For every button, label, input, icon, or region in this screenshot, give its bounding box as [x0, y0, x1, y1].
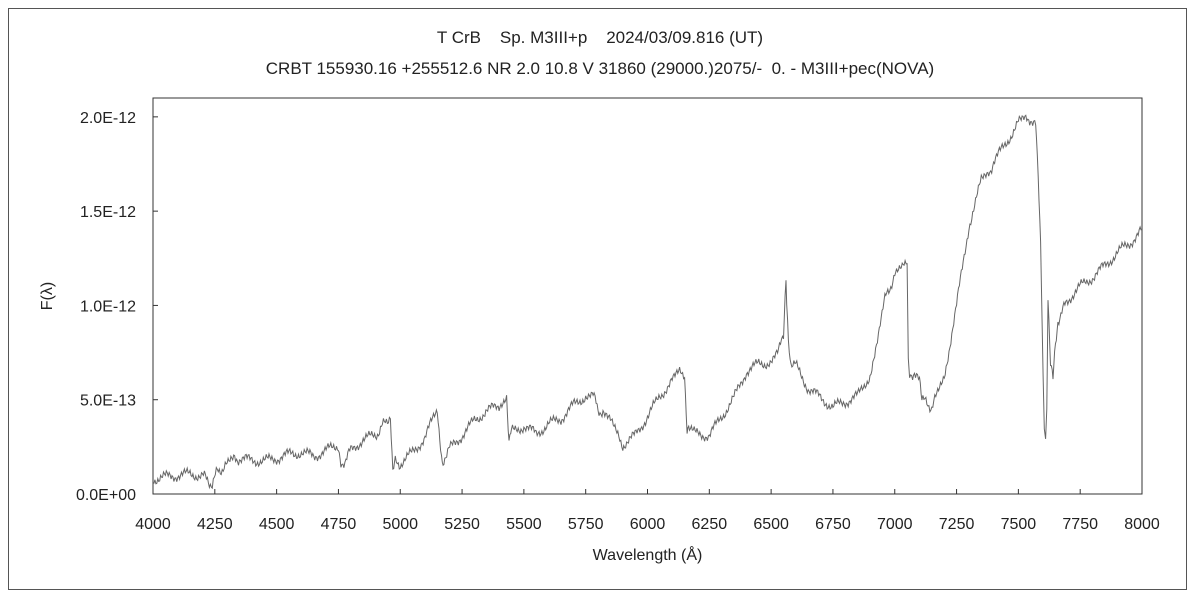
y-tick-label: 5.0E-13	[80, 393, 136, 410]
y-tick-label: 1.5E-12	[80, 204, 136, 221]
x-tick-label: 6750	[815, 516, 851, 533]
spectrum-line	[152, 114, 1143, 490]
x-tick-label: 8000	[1124, 516, 1160, 533]
y-tick-label: 0.0E+00	[76, 487, 136, 504]
x-tick-label: 4750	[321, 516, 357, 533]
x-tick-label: 7500	[1001, 516, 1037, 533]
y-tick-label: 2.0E-12	[80, 110, 136, 127]
plot-area	[152, 97, 1143, 495]
x-tick-label: 5250	[444, 516, 480, 533]
y-axis-label: F(λ)	[39, 282, 56, 310]
x-tick-label: 4500	[259, 516, 295, 533]
x-axis-label: Wavelength (Å)	[593, 545, 703, 564]
x-tick-label: 7750	[1062, 516, 1098, 533]
y-axis: 0.0E+00 5.0E-13 1.0E-12 1.5E-12 2.0E-12	[76, 110, 158, 504]
x-tick-label: 7250	[939, 516, 975, 533]
x-tick-label: 6000	[630, 516, 666, 533]
y-tick-label: 1.0E-12	[80, 298, 136, 315]
chart-title: T CrB Sp. M3III+p 2024/03/09.816 (UT)	[436, 28, 764, 47]
x-tick-label: 6500	[753, 516, 789, 533]
x-tick-label: 7000	[877, 516, 913, 533]
x-tick-label: 5500	[506, 516, 542, 533]
x-tick-label: 5750	[568, 516, 604, 533]
x-tick-label: 6250	[692, 516, 728, 533]
chart-frame	[8, 8, 1187, 590]
x-tick-label: 5000	[382, 516, 418, 533]
chart-subtitle: CRBT 155930.16 +255512.6 NR 2.0 10.8 V 3…	[265, 59, 935, 78]
x-axis: 4000 4250 4500 4750 5000 5250 5500 5750 6000 6250…	[135, 489, 1160, 533]
x-tick-label: 4250	[197, 516, 233, 533]
x-tick-label: 4000	[135, 516, 171, 533]
